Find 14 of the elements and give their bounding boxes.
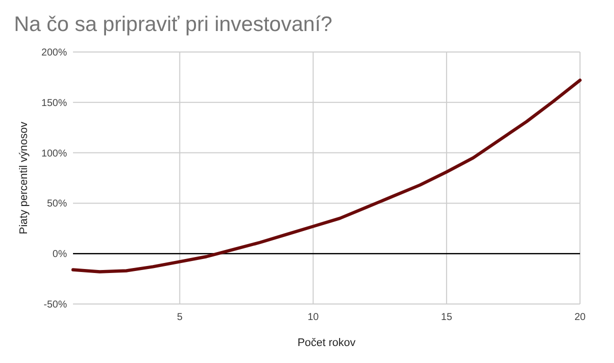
y-tick-label: 50% bbox=[46, 198, 68, 210]
x-tick-label: 15 bbox=[441, 312, 453, 323]
y-tick-label: 150% bbox=[41, 98, 68, 109]
x-tick-label: 20 bbox=[574, 312, 586, 323]
y-tick-label: 100% bbox=[41, 148, 68, 160]
line-series bbox=[71, 78, 582, 274]
y-tick-label: 200% bbox=[41, 48, 68, 58]
y-axis-title: Piaty percentil výnosov bbox=[18, 121, 30, 234]
x-tick-label: 10 bbox=[308, 312, 320, 323]
x-tick-label: 5 bbox=[176, 312, 183, 323]
y-tick-label: -50% bbox=[44, 300, 68, 310]
x-axis-title: Počet rokov bbox=[297, 337, 356, 349]
chart-title: Na čo sa pripraviť pri investovaní? bbox=[14, 13, 332, 36]
y-tick-label: 0% bbox=[52, 249, 68, 260]
